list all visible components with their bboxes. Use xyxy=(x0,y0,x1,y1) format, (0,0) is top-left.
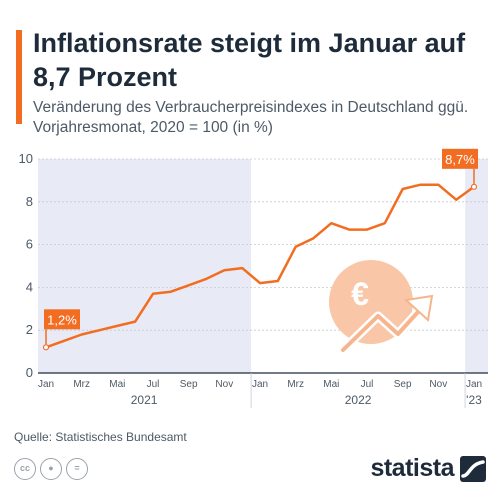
statista-logo-icon xyxy=(460,455,486,482)
statista-logo[interactable]: statista xyxy=(370,454,486,483)
page-subtitle: Veränderung des Verbraucherpreisindexes … xyxy=(33,99,469,136)
x-tick-label: Nov xyxy=(429,379,447,390)
x-tick-label: Jan xyxy=(38,379,54,390)
year-label: 2021 xyxy=(131,393,158,407)
y-tick-label: 8 xyxy=(26,194,33,209)
license-icons[interactable]: cc ● = xyxy=(14,458,88,480)
euro-inflation-illustration: € xyxy=(329,260,434,355)
x-tick-label: Nov xyxy=(215,379,233,390)
arrow-head-icon xyxy=(403,294,434,322)
person-icon[interactable]: ● xyxy=(40,458,62,480)
y-tick-label: 10 xyxy=(19,151,33,166)
brand-name: statista xyxy=(370,454,454,482)
x-tick-label: Sep xyxy=(180,379,198,390)
cc-icon[interactable]: cc xyxy=(14,458,36,480)
value-callout-marker xyxy=(42,344,50,351)
year-shade-band xyxy=(465,159,488,373)
x-tick-label: Mrz xyxy=(287,379,304,390)
value-callout-label: 8,7% xyxy=(445,152,475,167)
x-tick-label: Jan xyxy=(466,379,482,390)
y-tick-label: 2 xyxy=(26,322,33,337)
value-callout-box xyxy=(442,148,478,169)
y-tick-label: 6 xyxy=(26,237,33,252)
x-tick-label: Sep xyxy=(394,379,412,390)
x-tick-label: Jan xyxy=(252,379,268,390)
page-title: Inflationsrate steigt im Januar auf 8,7 … xyxy=(33,28,466,92)
value-callout-label: 1,2% xyxy=(47,312,77,327)
x-tick-label: Jul xyxy=(361,379,374,390)
x-tick-label: Mrz xyxy=(73,379,90,390)
equals-icon[interactable]: = xyxy=(66,458,88,480)
euro-symbol-icon: € xyxy=(351,276,369,312)
title-accent-bar xyxy=(16,30,22,124)
value-callout-marker xyxy=(470,183,478,190)
y-tick-label: 0 xyxy=(26,365,33,380)
year-label: 2022 xyxy=(345,393,372,407)
x-tick-label: Mai xyxy=(109,379,125,390)
x-tick-label: Jul xyxy=(147,379,160,390)
year-shade-band xyxy=(38,159,252,373)
year-label: '23 xyxy=(466,393,482,407)
x-tick-label: Mai xyxy=(323,379,339,390)
source-note: Quelle: Statistisches Bundesamt xyxy=(14,430,187,444)
value-callout-box xyxy=(44,309,80,330)
y-tick-label: 4 xyxy=(26,279,33,294)
